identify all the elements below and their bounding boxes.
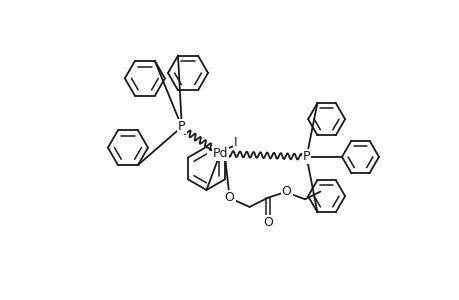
Text: O: O <box>281 185 291 198</box>
Text: O: O <box>263 216 273 229</box>
Text: P: P <box>302 150 310 164</box>
Text: I: I <box>234 136 237 149</box>
Text: P: P <box>178 120 185 134</box>
Text: O: O <box>224 191 234 204</box>
Text: Pd: Pd <box>212 146 228 160</box>
